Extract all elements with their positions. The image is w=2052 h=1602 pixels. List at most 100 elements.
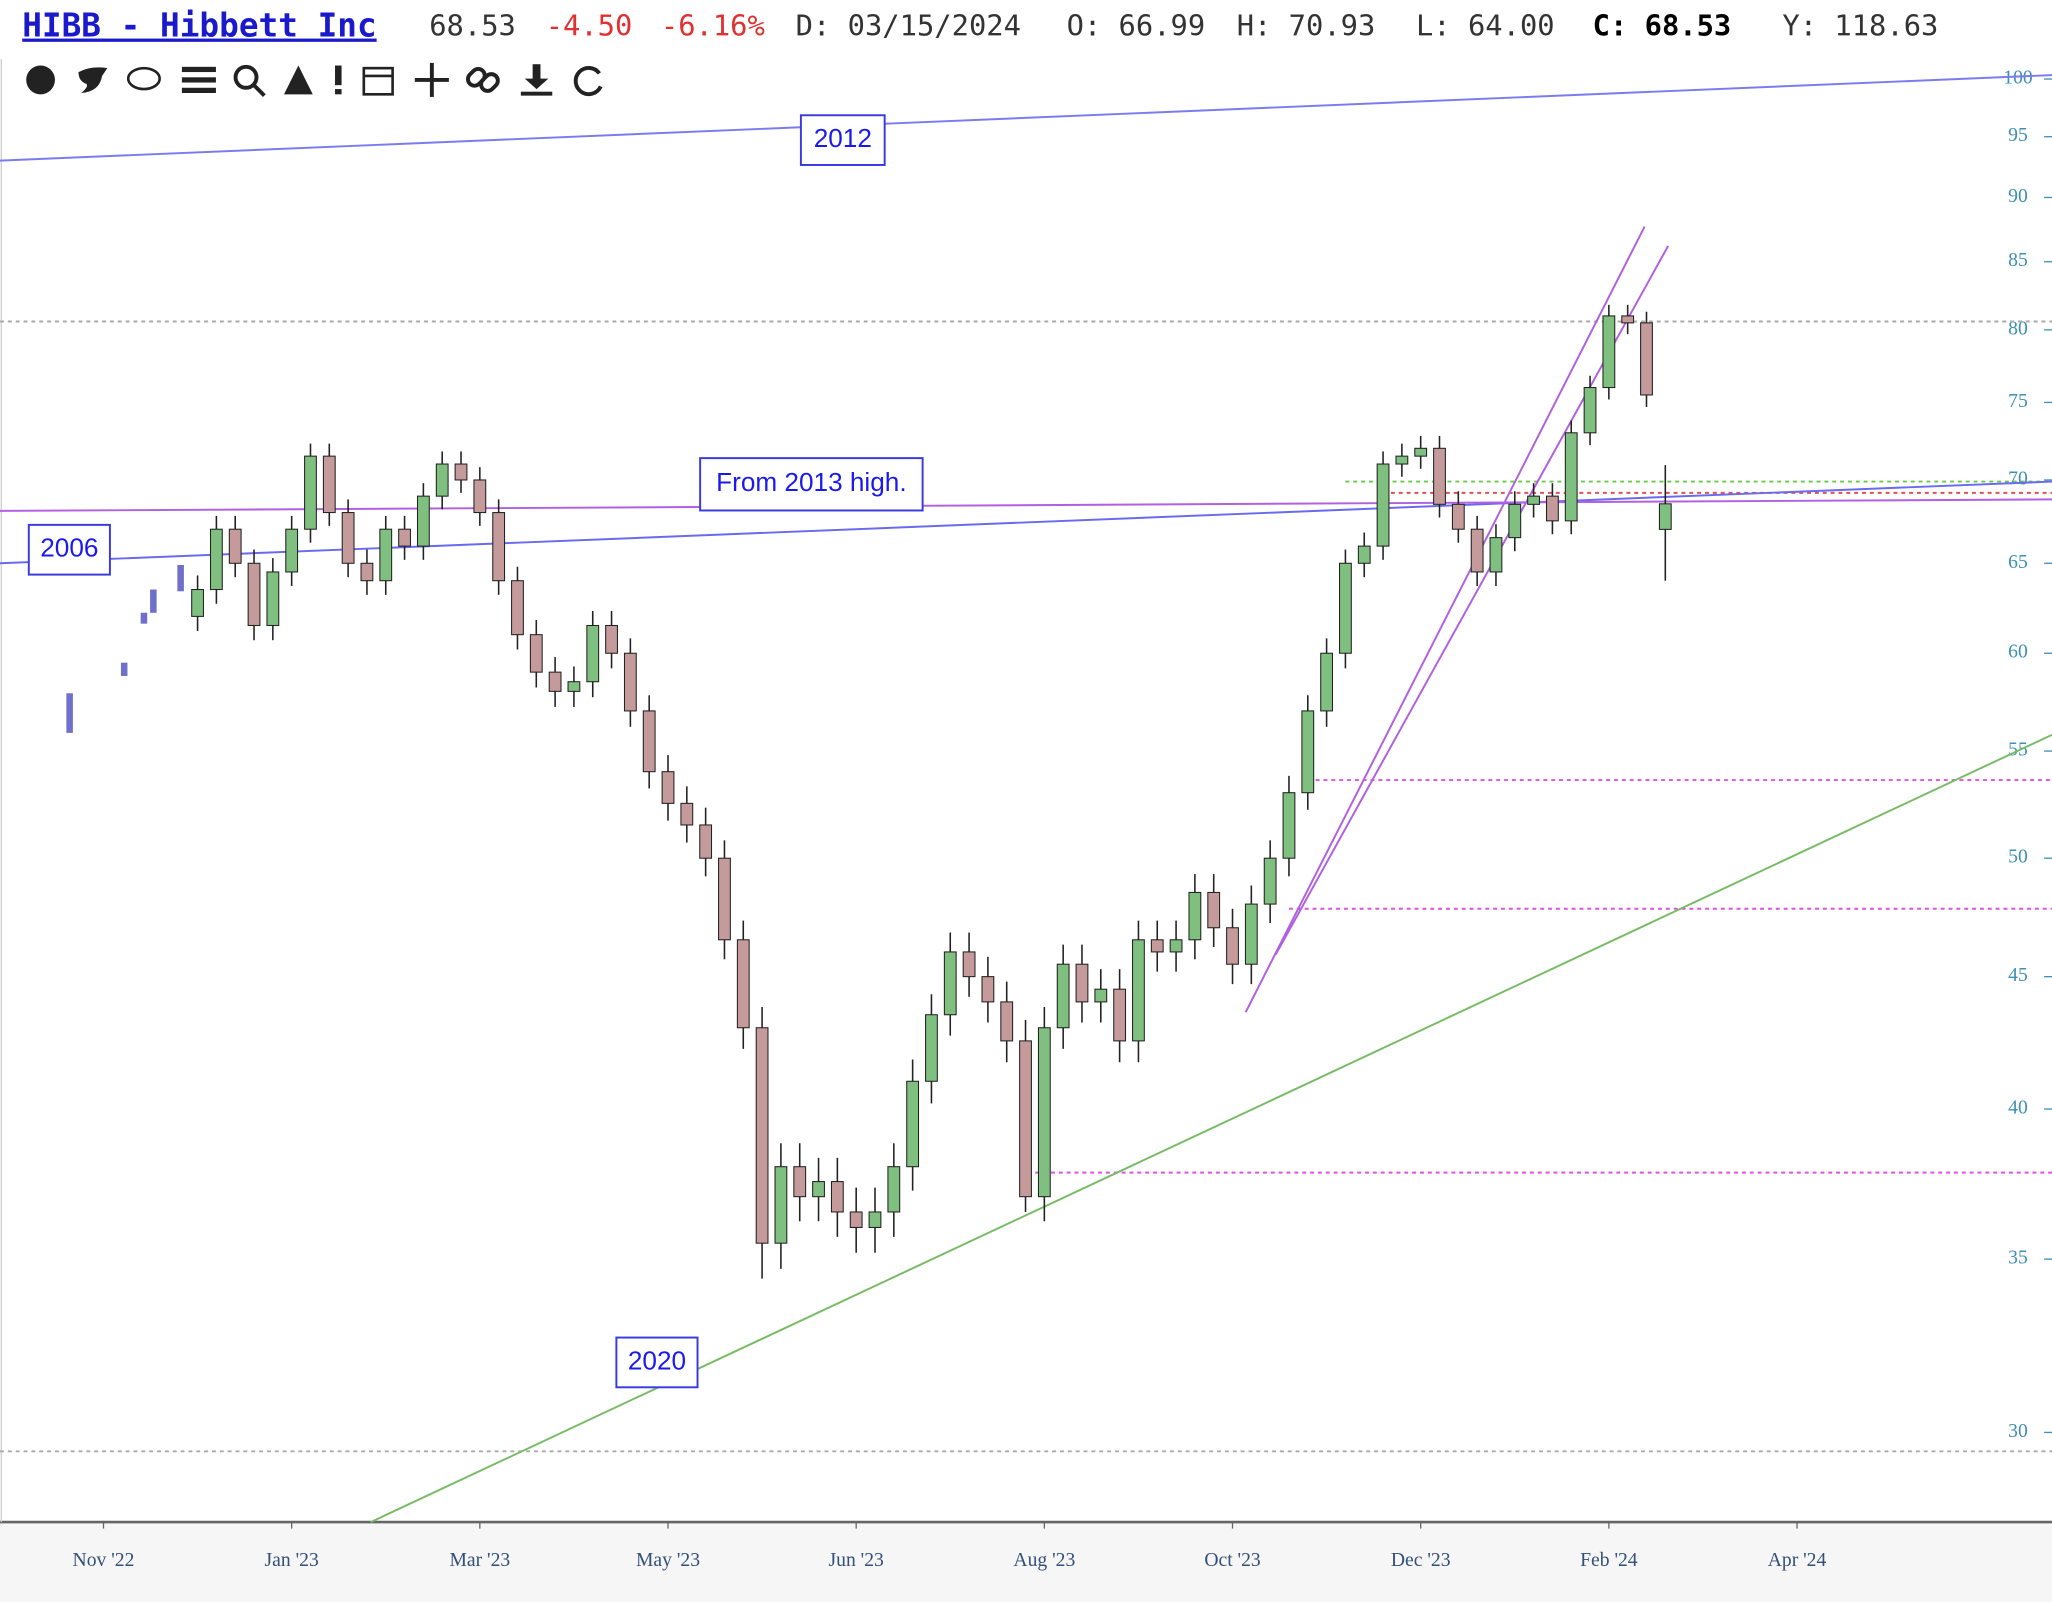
date: D: 03/15/2024 — [796, 9, 1021, 43]
annotation: 2006 — [40, 533, 98, 563]
calendar-icon[interactable] — [362, 66, 394, 96]
candle-body — [925, 1014, 938, 1082]
candle-body — [1075, 963, 1089, 1003]
candle-body — [1621, 315, 1635, 324]
candle-body — [1414, 447, 1428, 457]
candle-body — [605, 624, 618, 654]
candle-body — [492, 512, 506, 582]
candle-body — [1113, 988, 1127, 1042]
x-tick-label: Mar '23 — [449, 1550, 510, 1571]
close: C: 68.53 — [1593, 9, 1732, 43]
candle-body — [1339, 562, 1352, 654]
x-tick-label: Apr '24 — [1768, 1550, 1827, 1571]
candle-body — [1470, 528, 1484, 573]
x-tick-label: Feb '24 — [1580, 1550, 1638, 1571]
candle-body — [1583, 387, 1597, 434]
candle-body — [1000, 1001, 1014, 1042]
candle-body — [680, 802, 694, 826]
candle-body — [1282, 792, 1296, 859]
candle-body — [793, 1166, 807, 1198]
candle-body — [548, 671, 562, 692]
candle-body — [379, 528, 393, 582]
candle-body — [1226, 927, 1239, 965]
header: HIBB - Hibbett Inc 68.53 -4.50 -6.16% D:… — [22, 7, 1938, 45]
change-pct: -6.16% — [661, 9, 765, 43]
candle-body — [718, 857, 731, 941]
candle-body — [1320, 652, 1334, 712]
candle-body — [906, 1080, 920, 1168]
prev-close: Y: 118.63 — [1782, 9, 1938, 43]
candle-body — [1658, 503, 1672, 530]
annotation: 2020 — [628, 1345, 686, 1375]
candle-body — [1527, 495, 1541, 505]
annotation-box — [615, 1336, 699, 1389]
candle-body — [1433, 447, 1446, 505]
candle-body — [511, 580, 524, 636]
candle-body — [1376, 463, 1390, 547]
triangle-icon[interactable] — [283, 65, 313, 95]
candle-body — [1489, 537, 1503, 573]
candle-body — [1451, 503, 1465, 530]
candle-body — [830, 1181, 844, 1213]
y-tick-label: 100 — [2003, 68, 2033, 89]
twitter-icon[interactable] — [78, 67, 108, 94]
x-tick-label: Oct '23 — [1204, 1550, 1261, 1571]
candle-body — [586, 624, 600, 683]
candle-body — [228, 528, 242, 564]
x-tick-label: Jan '23 — [265, 1550, 319, 1571]
change: -4.50 — [546, 9, 633, 43]
y-tick-label: 40 — [2008, 1098, 2028, 1119]
candle-body — [642, 710, 656, 773]
alert-icon[interactable] — [335, 65, 342, 95]
candle-body — [1602, 315, 1616, 389]
candle-body — [774, 1166, 788, 1244]
candle-body — [1019, 1040, 1032, 1198]
comment-icon[interactable] — [126, 66, 161, 91]
y-tick-label: 45 — [2008, 965, 2028, 986]
annotation: From 2013 high. — [716, 467, 906, 497]
last-price: 68.53 — [429, 9, 516, 43]
candle-body — [736, 939, 750, 1029]
candle-body — [1640, 322, 1653, 396]
candle-body — [209, 528, 223, 591]
y-tick-label: 30 — [2008, 1421, 2028, 1442]
candle-body — [1395, 455, 1409, 465]
high: H: 70.93 — [1237, 9, 1376, 43]
y-tick-label: 60 — [2008, 642, 2028, 663]
candle-body — [812, 1181, 825, 1198]
y-tick-label: 70 — [2008, 468, 2028, 489]
trend-line — [1244, 226, 1646, 1013]
candle-body — [322, 455, 336, 514]
candle-body — [398, 528, 411, 547]
candle-body — [247, 562, 261, 627]
search-icon[interactable] — [233, 64, 266, 98]
link-icon[interactable] — [465, 66, 500, 93]
annotation-box — [27, 523, 111, 576]
candle-body — [266, 571, 280, 627]
candle-body — [1169, 939, 1183, 953]
x-axis-band — [0, 1523, 2052, 1602]
move-icon[interactable] — [414, 62, 449, 97]
annotation-box — [699, 457, 924, 512]
candle-body — [1357, 545, 1371, 564]
candle-body — [943, 951, 957, 1016]
symbol-link[interactable]: HIBB - Hibbett Inc — [22, 7, 376, 45]
candle-body — [529, 634, 543, 673]
candle-body — [1564, 432, 1578, 522]
trend-line — [0, 74, 2052, 162]
candle-body — [454, 463, 468, 481]
y-tick-label: 65 — [2008, 552, 2028, 573]
y-tick-label: 35 — [2008, 1248, 2028, 1269]
list-icon[interactable] — [181, 66, 216, 94]
candle-body — [699, 824, 713, 859]
candle-body — [360, 562, 374, 582]
candle-body — [473, 479, 487, 514]
candle-body — [1508, 503, 1522, 539]
dashboard-icon[interactable] — [26, 65, 55, 95]
candle-body — [1056, 963, 1070, 1029]
candle-body — [887, 1166, 901, 1213]
download-icon[interactable] — [520, 64, 553, 96]
refresh-icon[interactable] — [573, 66, 603, 97]
